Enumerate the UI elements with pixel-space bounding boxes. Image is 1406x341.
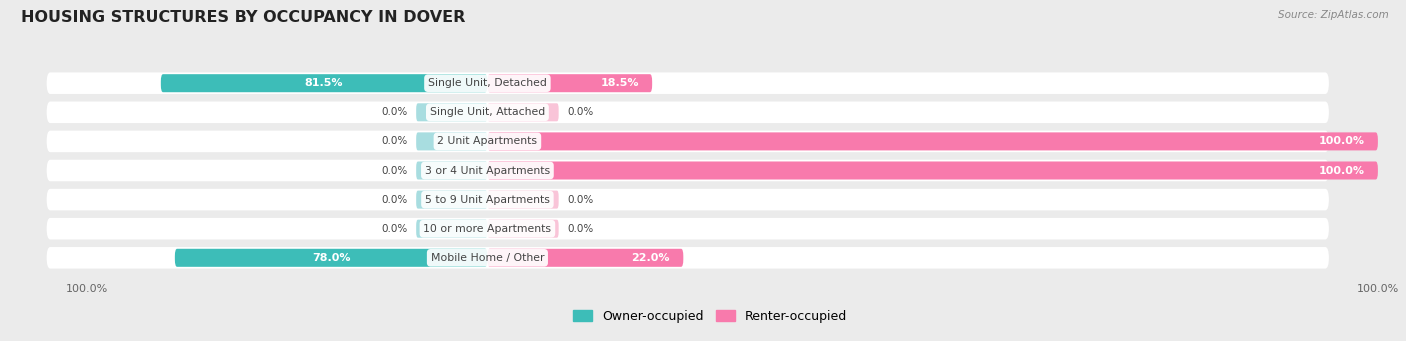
FancyBboxPatch shape <box>416 103 488 121</box>
Text: 2 Unit Apartments: 2 Unit Apartments <box>437 136 537 146</box>
Legend: Owner-occupied, Renter-occupied: Owner-occupied, Renter-occupied <box>568 305 852 328</box>
Text: 0.0%: 0.0% <box>568 107 593 117</box>
Text: 81.5%: 81.5% <box>305 78 343 88</box>
FancyBboxPatch shape <box>46 102 1329 123</box>
Text: Single Unit, Detached: Single Unit, Detached <box>427 78 547 88</box>
Text: Mobile Home / Other: Mobile Home / Other <box>430 253 544 263</box>
FancyBboxPatch shape <box>488 74 652 92</box>
Text: 3 or 4 Unit Apartments: 3 or 4 Unit Apartments <box>425 165 550 176</box>
Text: 0.0%: 0.0% <box>568 224 593 234</box>
FancyBboxPatch shape <box>416 191 488 209</box>
FancyBboxPatch shape <box>488 249 683 267</box>
FancyBboxPatch shape <box>488 220 558 238</box>
Text: Single Unit, Attached: Single Unit, Attached <box>430 107 546 117</box>
FancyBboxPatch shape <box>46 218 1329 239</box>
FancyBboxPatch shape <box>416 220 488 238</box>
FancyBboxPatch shape <box>488 162 1378 179</box>
Text: 0.0%: 0.0% <box>381 195 408 205</box>
Text: HOUSING STRUCTURES BY OCCUPANCY IN DOVER: HOUSING STRUCTURES BY OCCUPANCY IN DOVER <box>21 10 465 25</box>
FancyBboxPatch shape <box>488 132 1378 150</box>
Text: 22.0%: 22.0% <box>631 253 669 263</box>
FancyBboxPatch shape <box>46 189 1329 210</box>
Text: 0.0%: 0.0% <box>381 107 408 117</box>
Text: 78.0%: 78.0% <box>312 253 350 263</box>
FancyBboxPatch shape <box>416 162 488 179</box>
Text: 10 or more Apartments: 10 or more Apartments <box>423 224 551 234</box>
FancyBboxPatch shape <box>488 191 558 209</box>
FancyBboxPatch shape <box>160 74 488 92</box>
FancyBboxPatch shape <box>46 72 1329 94</box>
Text: 0.0%: 0.0% <box>381 165 408 176</box>
Text: 0.0%: 0.0% <box>568 195 593 205</box>
FancyBboxPatch shape <box>488 103 558 121</box>
FancyBboxPatch shape <box>174 249 488 267</box>
FancyBboxPatch shape <box>46 131 1329 152</box>
Text: 100.0%: 100.0% <box>1319 165 1364 176</box>
Text: 0.0%: 0.0% <box>381 224 408 234</box>
FancyBboxPatch shape <box>416 132 488 150</box>
Text: 5 to 9 Unit Apartments: 5 to 9 Unit Apartments <box>425 195 550 205</box>
Text: 0.0%: 0.0% <box>381 136 408 146</box>
Text: 18.5%: 18.5% <box>600 78 638 88</box>
FancyBboxPatch shape <box>46 247 1329 269</box>
FancyBboxPatch shape <box>46 160 1329 181</box>
Text: Source: ZipAtlas.com: Source: ZipAtlas.com <box>1278 10 1389 20</box>
Text: 100.0%: 100.0% <box>1319 136 1364 146</box>
